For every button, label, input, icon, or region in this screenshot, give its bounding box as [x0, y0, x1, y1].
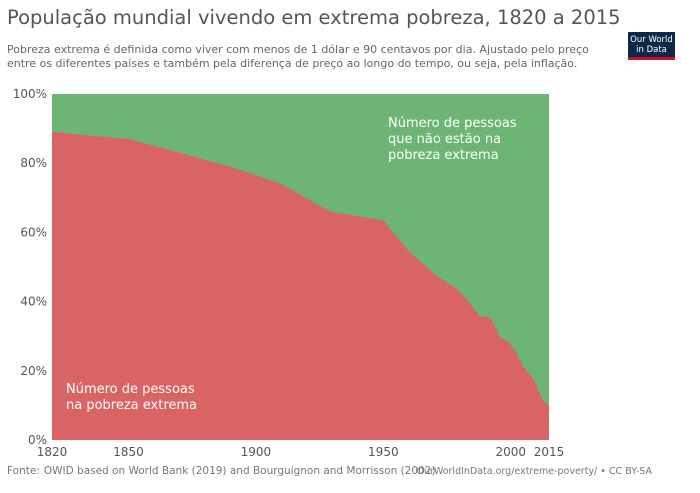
x-tick-label: 1950	[368, 445, 399, 459]
source-text: OWID based on World Bank (2019) and Bour…	[43, 465, 436, 477]
source-note: Fonte: OWID based on World Bank (2019) an…	[7, 465, 436, 477]
credit-link[interactable]: OurWorldInData.org/extreme-poverty/ • CC…	[416, 466, 652, 477]
x-tick-label: 1850	[113, 445, 144, 459]
y-tick-label: 100%	[13, 87, 47, 101]
y-tick-label: 80%	[20, 156, 47, 170]
not-poverty-label: Número de pessoas	[388, 116, 517, 131]
logo-line-2: in Data	[636, 45, 667, 55]
logo-line-1: Our World	[630, 35, 673, 45]
x-tick-label: 1820	[37, 445, 68, 459]
chart-subtitle: Pobreza extrema é definida como viver co…	[7, 43, 589, 70]
not-poverty-label: que não estão na	[388, 132, 501, 147]
source-label: Fonte:	[7, 465, 40, 477]
x-tick-label: 1900	[241, 445, 272, 459]
poverty-label: na pobreza extrema	[66, 398, 197, 413]
poverty-area	[52, 132, 549, 440]
y-tick-label: 40%	[20, 295, 47, 309]
chart-title: População mundial vivendo em extrema pob…	[7, 6, 621, 29]
x-tick-label: 2015	[534, 445, 565, 459]
not-poverty-label: pobreza extrema	[388, 148, 499, 163]
x-tick-label: 2000	[495, 445, 526, 459]
y-tick-label: 20%	[20, 364, 47, 378]
poverty-label: Número de pessoas	[66, 382, 195, 397]
owid-logo[interactable]: Our World in Data	[628, 32, 675, 60]
y-tick-label: 60%	[20, 225, 47, 239]
y-tick-label: 0%	[28, 433, 47, 447]
